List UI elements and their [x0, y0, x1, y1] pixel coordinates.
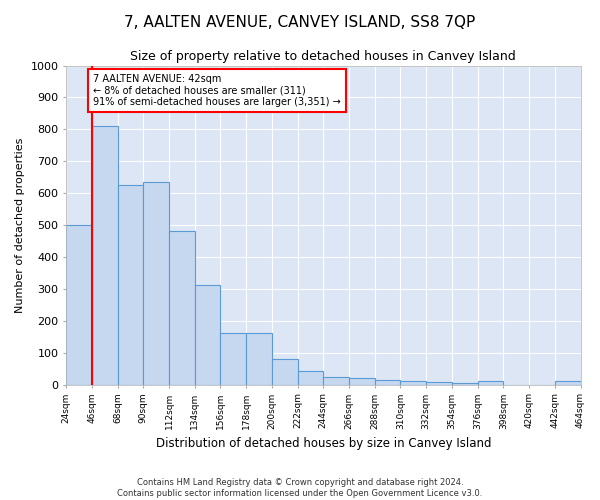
X-axis label: Distribution of detached houses by size in Canvey Island: Distribution of detached houses by size …: [155, 437, 491, 450]
Bar: [272, 359, 298, 384]
Bar: [375, 380, 400, 384]
Bar: [169, 230, 195, 384]
Bar: [323, 376, 349, 384]
Bar: [66, 225, 92, 384]
Text: 7, AALTEN AVENUE, CANVEY ISLAND, SS8 7QP: 7, AALTEN AVENUE, CANVEY ISLAND, SS8 7QP: [124, 15, 476, 30]
Bar: [555, 382, 581, 384]
Bar: [426, 382, 452, 384]
Text: Contains HM Land Registry data © Crown copyright and database right 2024.
Contai: Contains HM Land Registry data © Crown c…: [118, 478, 482, 498]
Bar: [92, 126, 118, 384]
Bar: [195, 286, 220, 384]
Bar: [118, 185, 143, 384]
Bar: [220, 333, 246, 384]
Bar: [349, 378, 375, 384]
Y-axis label: Number of detached properties: Number of detached properties: [15, 138, 25, 313]
Bar: [478, 382, 503, 384]
Bar: [452, 383, 478, 384]
Bar: [143, 182, 169, 384]
Text: 7 AALTEN AVENUE: 42sqm
← 8% of detached houses are smaller (311)
91% of semi-det: 7 AALTEN AVENUE: 42sqm ← 8% of detached …: [93, 74, 341, 106]
Bar: [298, 370, 323, 384]
Bar: [246, 333, 272, 384]
Title: Size of property relative to detached houses in Canvey Island: Size of property relative to detached ho…: [130, 50, 516, 63]
Bar: [400, 381, 426, 384]
